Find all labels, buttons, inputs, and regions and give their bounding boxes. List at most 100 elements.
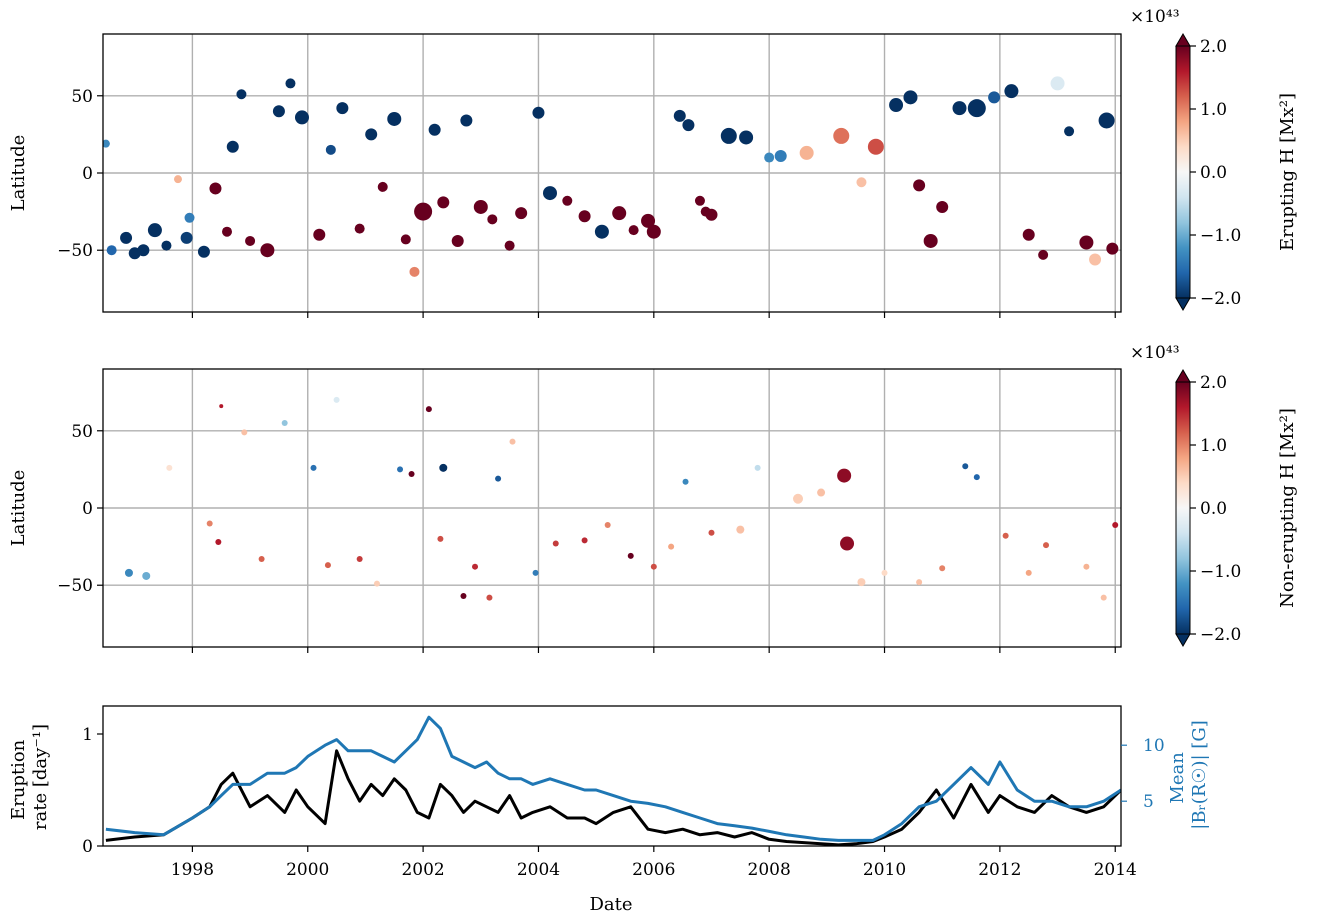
y-axis-label: Eruption rate [day⁻¹] xyxy=(8,724,51,830)
y2-axis-label-line1: Mean xyxy=(1167,752,1188,804)
x-tick-label: 2006 xyxy=(632,860,675,880)
data-point xyxy=(428,123,441,136)
data-point xyxy=(532,569,539,576)
colorbar-multiplier: ×10⁴³ xyxy=(1130,343,1180,363)
y-axis-label: Latitude xyxy=(8,135,29,212)
data-point xyxy=(281,420,288,427)
data-point xyxy=(414,202,433,221)
data-point xyxy=(562,195,573,206)
y-tick-label: 50 xyxy=(71,87,93,107)
data-point xyxy=(487,214,498,225)
axis-ticks: 50 0 −50 xyxy=(57,87,1116,318)
data-point xyxy=(206,520,213,527)
data-point xyxy=(1089,253,1102,266)
data-point xyxy=(106,245,117,256)
y2-axis-label: Mean |Bᵣ(R☉)| [G] xyxy=(1167,720,1210,830)
data-point xyxy=(226,140,239,153)
data-point xyxy=(799,145,814,160)
axis-ticks: 1998 2000 2002 2004 2006 2008 2010 2012 2014 0 1 5 1… xyxy=(82,725,1164,880)
data-point xyxy=(209,182,222,195)
data-point xyxy=(936,200,949,213)
data-point xyxy=(294,110,309,125)
data-point xyxy=(373,580,380,587)
y-tick-label: −50 xyxy=(57,576,93,596)
data-point xyxy=(913,179,926,192)
data-point xyxy=(377,181,388,192)
data-point xyxy=(916,579,923,586)
data-point xyxy=(222,226,233,237)
data-point xyxy=(1022,228,1035,241)
colorbar-tick-label: −1.0 xyxy=(1200,226,1241,246)
colorbar-tick-label: 1.0 xyxy=(1200,100,1227,120)
y-tick-label: 50 xyxy=(71,422,93,442)
data-point xyxy=(173,175,182,184)
data-point xyxy=(604,521,611,528)
data-point xyxy=(397,466,404,473)
data-point xyxy=(682,119,695,132)
data-point xyxy=(641,213,656,228)
data-point xyxy=(578,210,591,223)
data-point xyxy=(515,207,528,220)
data-point xyxy=(197,245,210,258)
data-point xyxy=(856,177,867,188)
data-point xyxy=(673,109,686,122)
eruption-rate-panel: 1998 2000 2002 2004 2006 2008 2010 2012 2014 0 1 5 1… xyxy=(8,705,1210,915)
data-point xyxy=(754,464,761,471)
data-point xyxy=(120,231,133,244)
data-point xyxy=(258,555,265,562)
data-point xyxy=(408,471,415,478)
colorbar-tick-label: 0.0 xyxy=(1200,499,1227,519)
data-point xyxy=(764,152,775,163)
data-point xyxy=(1050,76,1065,91)
data-point xyxy=(184,212,195,223)
colorbar-tick-label: −1.0 xyxy=(1200,562,1241,582)
data-point xyxy=(387,111,402,126)
data-point xyxy=(241,429,248,436)
data-point xyxy=(425,406,432,413)
data-point xyxy=(939,565,946,572)
scatter-points xyxy=(124,396,1119,601)
data-point xyxy=(236,89,247,100)
data-point xyxy=(400,234,411,245)
data-point xyxy=(460,114,473,127)
data-point xyxy=(532,106,545,119)
data-point xyxy=(1098,112,1115,129)
colorbar-label: Non-erupting H [Mx²] xyxy=(1277,408,1298,608)
data-point xyxy=(774,150,787,163)
data-point xyxy=(180,231,193,244)
colorbar-tick-label: −2.0 xyxy=(1200,289,1241,309)
colorbar-extend-bottom xyxy=(1175,297,1191,311)
colorbar-tick-label: 2.0 xyxy=(1200,373,1227,393)
data-point xyxy=(439,463,448,472)
x-tick-label: 2000 xyxy=(286,860,329,880)
eruption-rate-line xyxy=(105,749,1121,846)
data-point xyxy=(260,243,275,258)
data-point xyxy=(694,195,705,206)
data-point xyxy=(1079,235,1094,250)
data-point xyxy=(793,493,804,504)
y-axis-label: Latitude xyxy=(8,470,29,547)
colorbar-tick-label: 0.0 xyxy=(1200,163,1227,183)
data-point xyxy=(1043,542,1050,549)
data-point xyxy=(720,127,737,144)
data-point xyxy=(552,540,559,547)
data-point xyxy=(333,396,340,403)
data-point xyxy=(817,488,826,497)
colorbar-multiplier: ×10⁴³ xyxy=(1130,7,1180,27)
data-point xyxy=(1064,126,1075,137)
y2-tick-label: 10 xyxy=(1143,736,1165,756)
data-point xyxy=(881,569,888,576)
data-point xyxy=(833,127,850,144)
data-point xyxy=(952,101,967,116)
data-point xyxy=(409,266,420,277)
y-tick-label: 0 xyxy=(82,499,93,519)
data-point xyxy=(437,535,444,542)
data-point xyxy=(365,128,378,141)
data-point xyxy=(460,593,467,600)
data-point xyxy=(325,144,336,155)
colorbar-tick-label: 1.0 xyxy=(1200,436,1227,456)
colorbar: 2.0 1.0 0.0 −1.0 −2.0 ×10⁴³ Non-erupting H [… xyxy=(1130,343,1298,647)
data-point xyxy=(962,463,969,470)
data-point xyxy=(219,404,224,409)
data-point xyxy=(837,468,852,483)
